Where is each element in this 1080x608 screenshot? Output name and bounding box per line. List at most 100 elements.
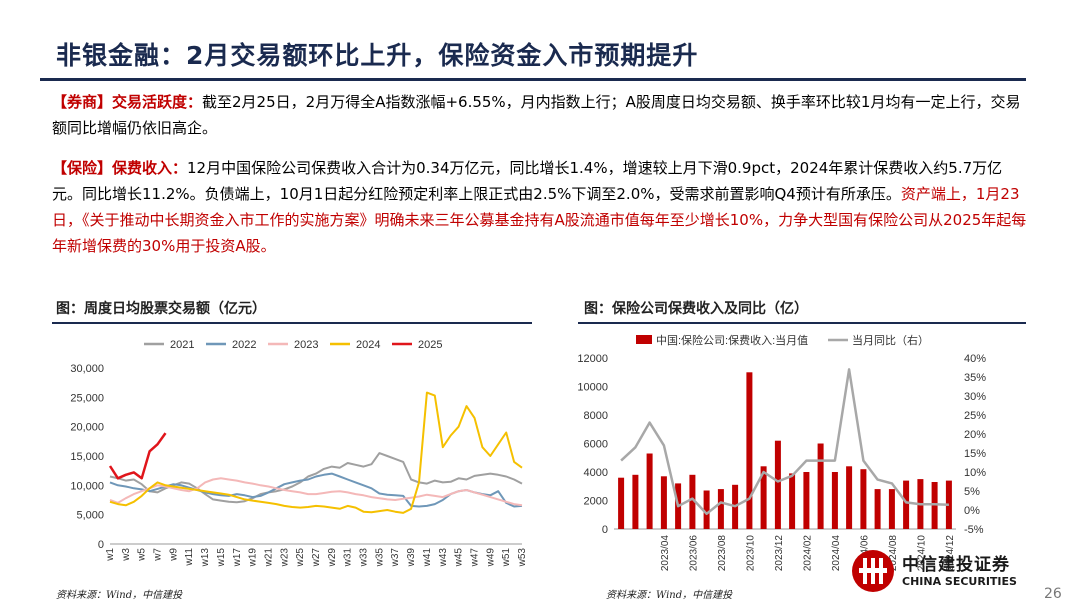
- x-tick-label: w49: [485, 548, 496, 568]
- x-tick-label: w51: [501, 548, 512, 568]
- premium-bar: [945, 480, 952, 529]
- x-tick-label: 2023/08: [717, 535, 728, 572]
- y-left-tick-label: 0: [602, 524, 608, 536]
- legend-label-2023: 2023: [294, 339, 318, 351]
- y-tick-label: 20,000: [70, 422, 104, 434]
- series-line-2021: [109, 452, 523, 504]
- premium-bar: [618, 477, 625, 529]
- x-tick-label: w7: [153, 548, 164, 562]
- chart2-heading: 图：保险公司保费收入及同比（亿）: [584, 301, 808, 317]
- y-tick-label: 10,000: [70, 480, 104, 492]
- x-tick-label: w1: [105, 548, 116, 562]
- premium-bar: [803, 472, 810, 529]
- y-right-tick-label: 0%: [964, 505, 980, 517]
- chart2-source: 资料来源：Wind，中信建投: [606, 590, 733, 601]
- y-tick-label: 5,000: [76, 510, 104, 522]
- premium-bar: [860, 469, 867, 529]
- x-tick-label: w25: [295, 548, 306, 568]
- x-tick-label: 2023/06: [688, 535, 699, 572]
- x-tick-label: w53: [517, 548, 528, 568]
- y-right-tick-label: -5%: [964, 524, 984, 536]
- x-tick-label: w3: [121, 548, 132, 562]
- x-tick-label: w45: [454, 548, 465, 568]
- y-right-tick-label: 35%: [964, 372, 986, 384]
- brokerage-paragraph: 【券商】交易活跃度：截至2月25日，2月万得全A指数涨幅+6.55%，月内指数上…: [52, 89, 1032, 141]
- y-right-tick-label: 20%: [964, 429, 986, 441]
- premium-bar: [646, 453, 653, 529]
- x-tick-label: w37: [390, 548, 401, 568]
- premium-bar: [831, 472, 838, 529]
- x-tick-label: w23: [279, 548, 290, 568]
- series-line-2023: [109, 477, 523, 507]
- insurance-tag: 【保险】保费收入：: [52, 159, 188, 177]
- page-title: 非银金融：2月交易额环比上升，保险资金入市预期提升: [56, 41, 699, 70]
- insurance-paragraph: 【保险】保费收入：12月中国保险公司保费收入合计为0.34万亿元，同比增长1.4…: [52, 155, 1032, 259]
- x-tick-label: w17: [232, 548, 243, 568]
- premium-bar: [846, 466, 853, 529]
- x-tick-label: w9: [168, 548, 179, 562]
- legend-swatch-premium: [636, 335, 652, 344]
- y-tick-label: 0: [98, 539, 104, 551]
- y-right-tick-label: 40%: [964, 353, 986, 365]
- y-left-tick-label: 2000: [584, 496, 608, 508]
- x-tick-label: 2023/12: [774, 535, 785, 572]
- y-tick-label: 25,000: [70, 392, 104, 404]
- premium-bar: [703, 490, 710, 529]
- legend-label-yoy: 当月同比（右）: [852, 333, 929, 347]
- x-tick-label: w47: [469, 548, 480, 568]
- y-tick-label: 30,000: [70, 363, 104, 375]
- y-left-tick-label: 12000: [578, 353, 608, 365]
- x-tick-label: w41: [422, 548, 433, 568]
- title-rule: [40, 78, 1026, 81]
- premium-bar: [760, 466, 767, 529]
- x-tick-label: w27: [311, 548, 322, 568]
- legend-label-2024: 2024: [356, 339, 380, 351]
- x-tick-label: w43: [438, 548, 449, 568]
- x-tick-label: w33: [359, 548, 370, 568]
- logo-cn: 中信建投证券: [902, 555, 1010, 575]
- series-line-2024: [109, 391, 523, 514]
- brokerage-tag: 【券商】交易活跃度：: [52, 93, 203, 111]
- premium-bar: [689, 474, 696, 529]
- premium-bar: [632, 474, 639, 529]
- premium-bar: [817, 443, 824, 529]
- x-tick-label: w31: [343, 548, 354, 568]
- chart1-source: 资料来源：Wind，中信建投: [56, 590, 183, 601]
- x-tick-label: w5: [137, 548, 148, 562]
- page-number: 26: [1044, 586, 1062, 602]
- insurance-text: 12月中国保险公司保费收入合计为0.34万亿元，同比增长1.4%，增速较上月下滑…: [52, 159, 1003, 203]
- x-tick-label: 2024/10: [916, 535, 927, 572]
- trading-volume-chart: 2021 2022 2023 2024 2025 0 5,000 10,000 15,000 20…: [70, 339, 528, 568]
- brokerage-text: 截至2月25日，2月万得全A指数涨幅+6.55%，月内指数上行；A股周度日均交易…: [52, 93, 1021, 137]
- chart1-heading: 图：周度日均股票交易额（亿元）: [56, 301, 266, 317]
- y-right-tick-label: 15%: [964, 448, 986, 460]
- series-line-2025: [108, 432, 167, 480]
- y-right-tick-label: 30%: [964, 391, 986, 403]
- legend-label-2021: 2021: [170, 339, 194, 351]
- logo-en: CHINA SECURITIES: [902, 575, 1017, 588]
- legend-label-premium: 中国:保险公司:保费收入:当月值: [656, 333, 808, 347]
- legend-label-2025: 2025: [418, 339, 442, 351]
- company-logo: 中信建投证券 CHINA SECURITIES: [850, 548, 1040, 594]
- x-tick-label: 2023/10: [745, 535, 756, 572]
- legend-label-2022: 2022: [232, 339, 256, 351]
- x-tick-label: 2023/04: [660, 535, 671, 572]
- premium-bar: [789, 473, 796, 529]
- y-right-tick-label: 5%: [964, 486, 980, 498]
- y-left-tick-label: 6000: [584, 439, 608, 451]
- premium-income-chart: 中国:保险公司:保费收入:当月值 当月同比（右） 0 2000 4000 6000 8000…: [578, 333, 986, 572]
- x-tick-label: w29: [327, 548, 338, 568]
- premium-bar: [660, 476, 667, 529]
- x-tick-label: w13: [200, 548, 211, 568]
- x-tick-label: w35: [374, 548, 385, 568]
- premium-bar: [888, 489, 895, 529]
- chart1-rule: [52, 322, 532, 324]
- x-tick-label: w21: [263, 548, 274, 568]
- y-right-tick-label: 25%: [964, 410, 986, 422]
- x-tick-label: w19: [248, 548, 259, 568]
- y-right-tick-label: 10%: [964, 467, 986, 479]
- logo-icon: [852, 550, 894, 592]
- premium-bar: [874, 489, 881, 529]
- premium-bar: [746, 372, 753, 530]
- y-left-tick-label: 10000: [578, 382, 608, 394]
